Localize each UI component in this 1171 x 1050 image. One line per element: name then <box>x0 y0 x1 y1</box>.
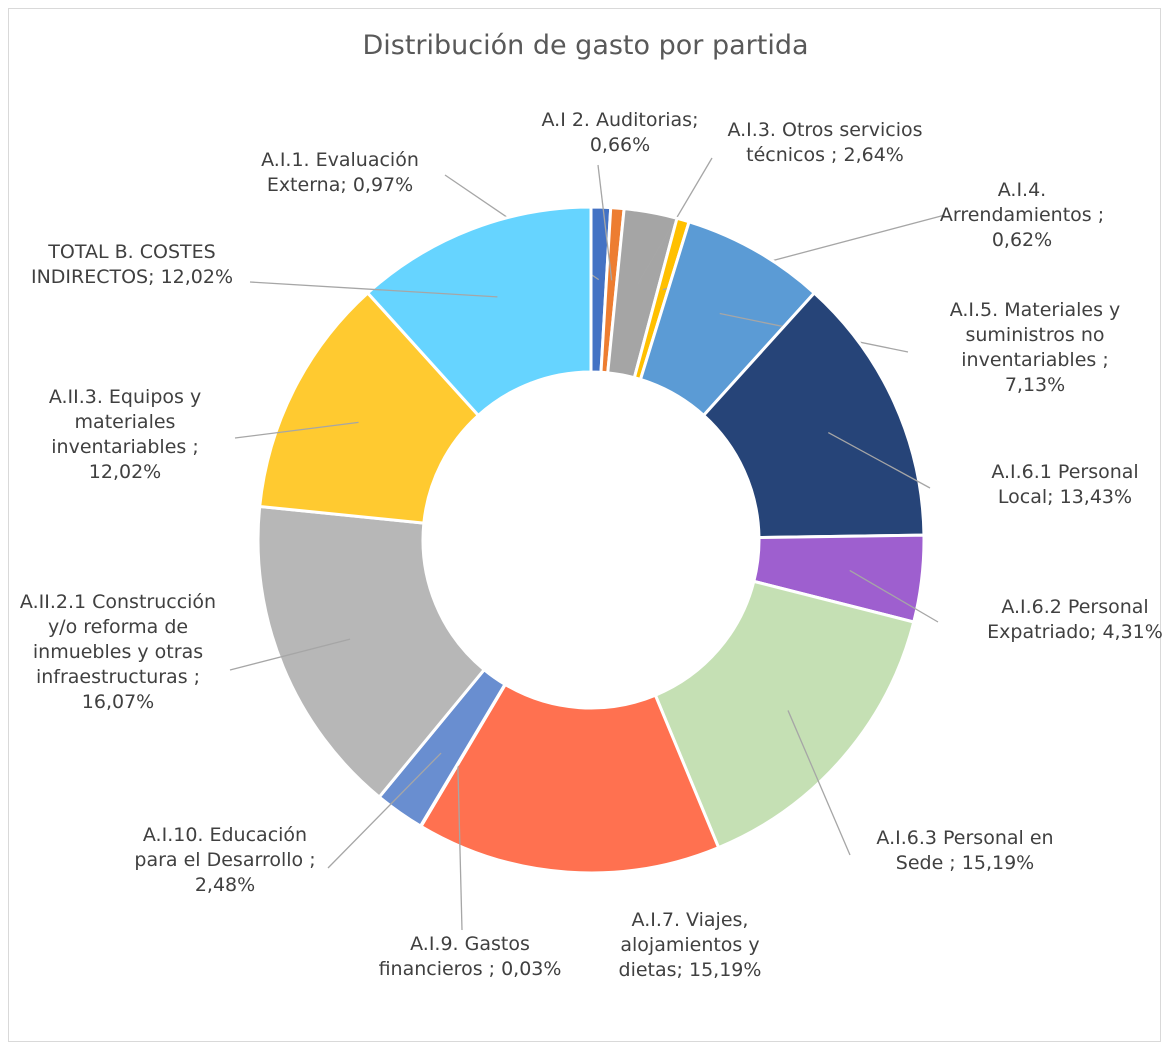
category-label: A.I.4. Arrendamientos ; <box>939 179 1105 226</box>
leader-line <box>457 763 463 931</box>
category-label: A.I.7. Viajes, alojamientos y dietas; <box>618 909 760 981</box>
value-label: 16,07% <box>81 691 155 713</box>
category-label: A.I.1. Evaluación Externa; <box>261 149 419 196</box>
slice <box>701 290 926 540</box>
category-label: A.I.9. Gastos financieros ; <box>378 933 530 980</box>
category-label: TOTAL B. COSTES INDIRECTOS; <box>30 241 216 288</box>
data-label: TOTAL B. COSTES INDIRECTOS; 12,02% <box>17 240 247 290</box>
category-label: A.I.6.3 Personal en Sede ; <box>876 827 1054 874</box>
data-label: A.I.7. Viajes, alojamientos y dietas; 15… <box>590 908 790 983</box>
data-label: A.I.9. Gastos financieros ; 0,03% <box>375 932 565 982</box>
category-label: A.I.3. Otros servicios técnicos ; <box>727 119 923 166</box>
value-label: 15,19% <box>961 852 1035 874</box>
slice <box>418 682 721 875</box>
category-label: A.II.2.1 Construcción y/o reforma de inm… <box>19 591 217 688</box>
value-label: 7,13% <box>1004 374 1066 396</box>
value-label: 12,02% <box>160 266 234 288</box>
category-label: A.I 2. Auditorias; <box>541 109 699 131</box>
category-label: A.II.3. Equipos y materiales inventariab… <box>48 386 202 458</box>
category-label: A.I.6.2 Personal Expatriado; <box>987 596 1149 643</box>
leader-line <box>827 431 931 489</box>
value-label: 4,31% <box>1102 621 1163 643</box>
data-label: A.II.2.1 Construcción y/o reforma de inm… <box>13 590 223 715</box>
category-label: A.I.5. Materiales y suministros no inven… <box>949 299 1121 371</box>
leader-line <box>234 421 359 439</box>
data-label: A.I.6.2 Personal Expatriado; 4,31% <box>980 595 1170 645</box>
value-label: 2,64% <box>843 144 904 166</box>
slice <box>256 504 487 800</box>
data-label: A.I.6.1 Personal Local; 13,43% <box>970 460 1160 510</box>
category-label: A.I.10. Educación para el Desarrollo ; <box>134 824 316 871</box>
leader-line <box>249 281 498 298</box>
leader-line <box>229 638 351 671</box>
slice <box>365 205 593 418</box>
value-label: 15,19% <box>689 959 762 981</box>
value-label: 2,48% <box>194 874 256 896</box>
data-label: A.I.6.3 Personal en Sede ; 15,19% <box>855 826 1075 876</box>
category-label: A.I.6.1 Personal Local; <box>991 461 1139 508</box>
data-label: A.I.1. Evaluación Externa; 0,97% <box>235 148 445 198</box>
value-label: 12,02% <box>88 461 162 483</box>
value-label: 0,66% <box>589 134 651 156</box>
leader-line <box>597 164 613 281</box>
value-label: 0,62% <box>991 229 1053 251</box>
leader-line <box>327 752 442 869</box>
data-label: A.I.4. Arrendamientos ; 0,62% <box>937 178 1107 253</box>
chart-frame <box>8 8 1161 1042</box>
chart-title: Distribución de gasto por partida <box>362 30 809 61</box>
slice <box>653 579 916 850</box>
slice <box>258 290 481 525</box>
leader-line <box>787 710 851 856</box>
data-label: A.I.10. Educación para el Desarrollo ; 2… <box>120 823 330 898</box>
data-label: A.I.5. Materiales y suministros no inven… <box>935 298 1135 398</box>
data-label: A.II.3. Equipos y materiales inventariab… <box>20 385 230 485</box>
data-label: A.I.3. Otros servicios técnicos ; 2,64% <box>710 118 940 168</box>
value-label: 13,43% <box>1059 486 1133 508</box>
data-label: A.I 2. Auditorias; 0,66% <box>520 108 720 158</box>
leader-line <box>849 569 939 623</box>
value-label: 0,03% <box>501 958 562 980</box>
value-label: 0,97% <box>352 174 414 196</box>
